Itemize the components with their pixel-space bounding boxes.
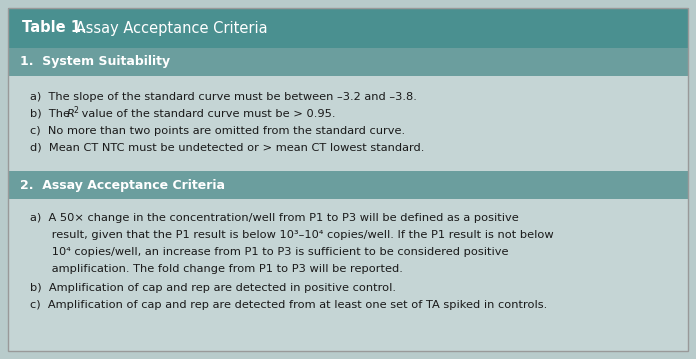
Text: 10⁴ copies/well, an increase from P1 to P3 is sufficient to be considered positi: 10⁴ copies/well, an increase from P1 to … <box>30 247 509 257</box>
Text: result, given that the P1 result is below 10³–10⁴ copies/well. If the P1 result : result, given that the P1 result is belo… <box>30 230 553 240</box>
Text: c)  No more than two points are omitted from the standard curve.: c) No more than two points are omitted f… <box>30 126 405 136</box>
Text: a)  The slope of the standard curve must be between –3.2 and –3.8.: a) The slope of the standard curve must … <box>30 92 417 102</box>
Text: d)  Mean CT NTC must be undetected or > mean CT lowest standard.: d) Mean CT NTC must be undetected or > m… <box>30 143 425 153</box>
Bar <box>8 8 688 48</box>
Text: 1.  System Suitability: 1. System Suitability <box>20 56 170 69</box>
Text: c)  Amplification of cap and rep are detected from at least one set of TA spiked: c) Amplification of cap and rep are dete… <box>30 300 547 310</box>
Text: b)  The: b) The <box>30 109 74 119</box>
Text: 2.  Assay Acceptance Criteria: 2. Assay Acceptance Criteria <box>20 178 225 191</box>
Text: 2: 2 <box>73 106 78 115</box>
Text: a)  A 50× change in the concentration/well from P1 to P3 will be defined as a po: a) A 50× change in the concentration/wel… <box>30 213 519 223</box>
Text: b)  Amplification of cap and rep are detected in positive control.: b) Amplification of cap and rep are dete… <box>30 283 396 293</box>
Text: Assay Acceptance Criteria: Assay Acceptance Criteria <box>71 20 268 36</box>
Text: Table 1.: Table 1. <box>22 20 86 36</box>
Bar <box>8 48 688 76</box>
Text: amplification. The fold change from P1 to P3 will be reported.: amplification. The fold change from P1 t… <box>30 264 403 274</box>
Bar <box>8 199 688 351</box>
Bar <box>8 171 688 199</box>
Bar <box>8 76 688 171</box>
Text: R: R <box>67 109 75 119</box>
Text: value of the standard curve must be > 0.95.: value of the standard curve must be > 0.… <box>78 109 335 119</box>
